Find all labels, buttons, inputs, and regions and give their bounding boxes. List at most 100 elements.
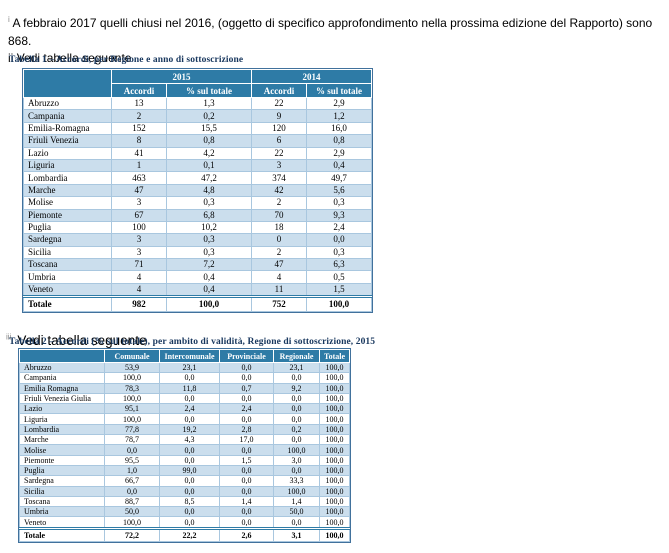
region-cell: Emilia-Romagna	[23, 121, 112, 136]
value-cell: 100,0	[319, 444, 350, 456]
note-iii-text: Vedi tabella seguente	[17, 332, 147, 348]
table-row: Marche 47 4,8 42 5,6	[23, 183, 372, 198]
value-cell: 6,8	[166, 208, 252, 222]
table-row: Molise 0,0 0,0 0,0 100,0 100,0	[19, 444, 350, 456]
region-cell: Puglia	[19, 464, 105, 477]
value-cell: 0,3	[166, 245, 252, 260]
value-cell: 100,0	[273, 444, 320, 456]
region-cell: Sicilia	[19, 485, 105, 497]
value-cell: 0,0	[219, 464, 274, 477]
value-cell: 3,0	[273, 454, 320, 466]
value-cell: 100,0	[319, 382, 350, 394]
value-cell: 0,5	[306, 270, 372, 284]
value-cell: 72,2	[104, 526, 160, 542]
value-cell: 1,0	[104, 464, 160, 477]
value-cell: 0,3	[166, 196, 252, 210]
value-cell: 22	[251, 96, 307, 111]
value-cell: 10,2	[166, 220, 252, 235]
table-row: Friuli Venezia 8 0,8 6 0,8	[23, 134, 372, 148]
value-cell: 0,0	[159, 454, 220, 466]
value-cell: 0,3	[306, 245, 372, 260]
region-cell: Umbria	[23, 270, 112, 284]
table-row: Puglia 1,0 99,0 0,0 0,0 100,0	[19, 464, 350, 477]
value-cell: 100	[111, 220, 167, 235]
value-cell: 2	[251, 245, 307, 260]
value-cell: 9,2	[273, 382, 320, 394]
table-row: Lazio 95,1 2,4 2,4 0,0 100,0	[19, 403, 350, 415]
value-cell: 1,5	[219, 454, 274, 466]
value-cell: 0,0	[219, 413, 274, 425]
value-cell: 88,7	[104, 495, 160, 508]
region-cell: Campania	[19, 372, 105, 384]
value-cell: 6,3	[306, 258, 372, 272]
value-cell: 8,5	[159, 495, 220, 508]
value-cell: 0,0	[159, 392, 220, 405]
value-cell: 0,4	[306, 158, 372, 173]
value-cell: 5,6	[306, 183, 372, 198]
value-cell: 47	[111, 183, 167, 198]
value-cell: 1,4	[273, 495, 320, 508]
table1-columns-row: Accordi % sul totale Accordi % sul total…	[24, 83, 372, 98]
value-cell: 100,0	[319, 475, 350, 487]
value-cell: 2,9	[306, 96, 372, 111]
value-cell: 66,7	[104, 475, 160, 487]
value-cell: 0	[251, 233, 307, 247]
table1-header: 2015 2014 Accordi % sul totale Accordi %…	[23, 69, 372, 98]
region-cell: Friuli Venezia Giulia	[19, 392, 105, 405]
value-cell: 100,0	[319, 403, 350, 415]
value-cell: 1	[111, 158, 167, 173]
table-row: Abruzzo 53,9 23,1 0,0 23,1 100,0	[19, 361, 350, 374]
value-cell: 120	[251, 121, 307, 136]
region-cell: Sardegna	[19, 475, 105, 487]
value-cell: 0,4	[166, 270, 252, 284]
value-cell: 13	[111, 96, 167, 111]
table-row: Umbria 4 0,4 4 0,5	[23, 270, 372, 284]
value-cell: 463	[111, 171, 167, 185]
value-cell: 78,3	[104, 382, 160, 394]
value-cell: 3	[111, 245, 167, 260]
value-cell: 0,0	[219, 444, 274, 456]
table-row: Emilia Romagna 78,3 11,8 0,7 9,2 100,0	[19, 382, 350, 394]
value-cell: 11	[251, 282, 307, 298]
note-ii-text: Vedi tabella seguente	[16, 51, 132, 65]
table2-body: Abruzzo 53,9 23,1 0,0 23,1 100,0 Campania 100,0…	[19, 361, 350, 529]
value-cell: 4	[111, 270, 167, 284]
value-cell: 78,7	[104, 434, 160, 446]
value-cell: 49,7	[306, 171, 372, 185]
value-cell: 100,0	[319, 495, 350, 508]
value-cell: 3,1	[273, 526, 320, 542]
value-cell: 53,9	[104, 361, 160, 374]
value-cell: 1,5	[306, 282, 372, 298]
value-cell: 1,2	[306, 109, 372, 123]
region-cell: Piemonte	[23, 208, 112, 222]
value-cell: 95,1	[104, 403, 160, 415]
value-cell: 99,0	[159, 464, 220, 477]
value-cell: 100,0	[319, 516, 350, 529]
value-cell: 71	[111, 258, 167, 272]
table2-col-provinciale: Provinciale	[219, 349, 274, 363]
region-cell: Friuli Venezia	[23, 134, 112, 148]
region-cell: Totale	[19, 526, 105, 542]
region-cell: Piemonte	[19, 454, 105, 466]
region-cell: Abruzzo	[23, 96, 112, 111]
value-cell: 33,3	[273, 475, 320, 487]
region-cell: Marche	[23, 183, 112, 198]
table-row: Friuli Venezia Giulia 100,0 0,0 0,0 0,0 100,0	[19, 392, 350, 405]
region-cell: Lazio	[19, 403, 105, 415]
region-cell: Liguria	[19, 413, 105, 425]
table2-accordi-ambito-validita: Comunale Intercomunale Provinciale Regio…	[19, 349, 350, 542]
table2-region-header-blank	[19, 349, 105, 363]
value-cell: 0,3	[166, 233, 252, 247]
value-cell: 2	[251, 196, 307, 210]
value-cell: 982	[111, 295, 167, 313]
footnote-marker-i: i	[8, 15, 10, 24]
value-cell: 6	[251, 134, 307, 148]
value-cell: 77,8	[104, 423, 160, 436]
value-cell: 100,0	[104, 516, 160, 529]
table1-title: Tabella 1 – Accordi, per Regione e anno …	[9, 55, 244, 65]
table-row: Molise 3 0,3 2 0,3	[23, 196, 372, 210]
table2-col-comunale: Comunale	[104, 349, 160, 363]
value-cell: 100,0	[104, 413, 160, 425]
value-cell: 67	[111, 208, 167, 222]
